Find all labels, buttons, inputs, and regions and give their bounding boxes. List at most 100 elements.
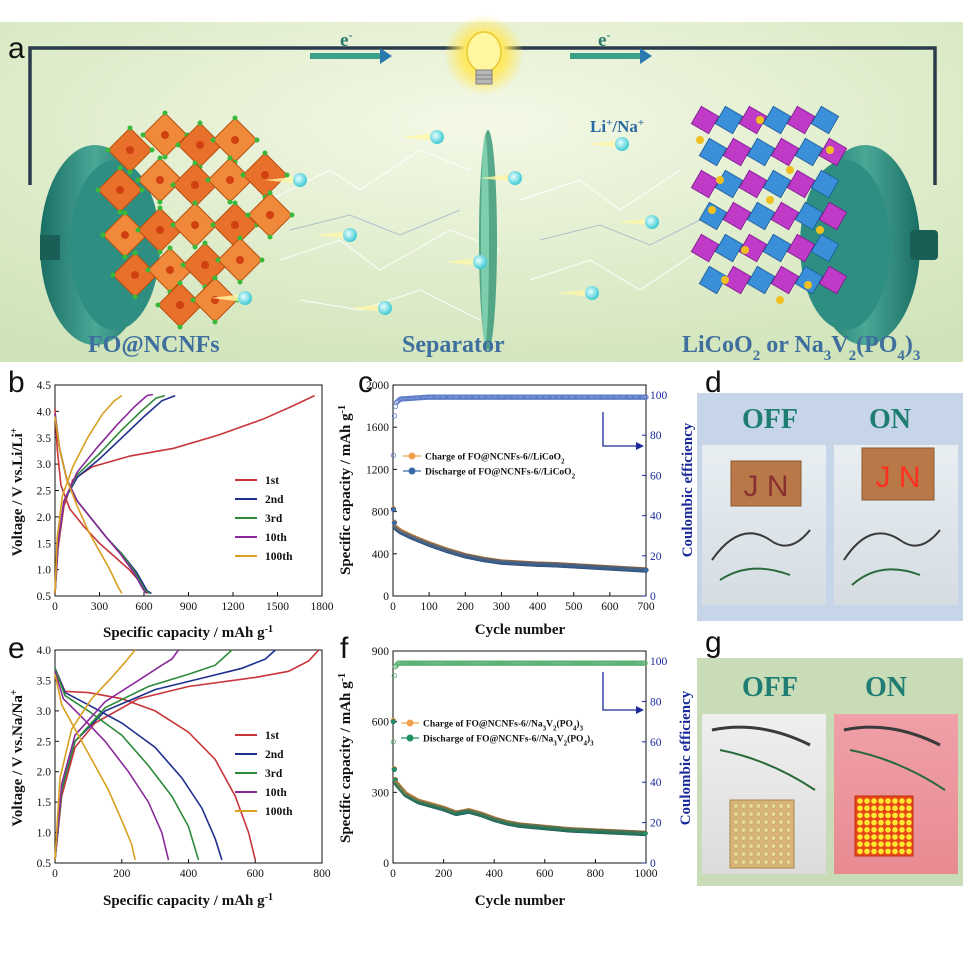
series-lines-b [54, 393, 315, 595]
anode-atom [191, 221, 199, 229]
panel-letter-e: e [8, 632, 25, 665]
cathode-tetrahedron [698, 201, 728, 231]
oxygen-atom [110, 272, 116, 278]
led-dot-off [785, 827, 792, 833]
led-dot-on [864, 819, 870, 826]
led-dot-on [892, 827, 898, 833]
oxygen-atom [135, 177, 141, 183]
y2-tick-label: 100 [650, 656, 668, 668]
led-dot-off [763, 835, 769, 841]
cathode-octahedron [690, 233, 720, 263]
oxygen-atom [145, 267, 151, 273]
led-dot-off [733, 851, 739, 857]
led-dot-on [906, 812, 912, 819]
discharge-point [390, 719, 396, 725]
discharge-point [390, 506, 396, 513]
cathode-octahedron [690, 105, 720, 135]
legend-label-2nd: 2nd [265, 494, 284, 506]
led-dot-off [778, 843, 784, 849]
legend-label-3rd: 3rd [265, 513, 283, 525]
ion-trail [445, 258, 480, 266]
cathode-crystal-structure [690, 105, 848, 304]
led-dot-on [906, 848, 912, 855]
led-dot-on [864, 841, 870, 847]
oxygen-atom [175, 142, 181, 148]
x-tick-label: 1800 [311, 601, 334, 613]
led-dot-off [740, 827, 747, 833]
legend-label-3rd: 3rd [265, 768, 283, 780]
oxygen-atom [210, 222, 216, 228]
anode-label: FO@NCNFs [88, 332, 220, 358]
led-dot-off [763, 843, 769, 849]
y-tick-label: 3.5 [37, 675, 52, 687]
x-tick-label: 0 [390, 601, 396, 613]
oxygen-atom [157, 249, 163, 255]
y-tick-label: 1.0 [37, 828, 52, 840]
led-dot-off [770, 851, 777, 857]
oxygen-atom [170, 182, 176, 188]
led-dot-off [748, 843, 754, 849]
ion-trail [587, 140, 622, 148]
anode-atom [236, 256, 244, 264]
led-dot-on [892, 819, 898, 826]
led-dot-off [755, 859, 762, 865]
led-dot-off [740, 803, 747, 809]
led-dot-on [892, 798, 898, 804]
led-dot-off [778, 827, 784, 833]
ion-trail [265, 176, 300, 184]
y-tick-label: 0 [383, 591, 389, 603]
oxygen-atom [95, 187, 101, 193]
cathode-tetrahedron [746, 265, 776, 295]
data-points-c [390, 394, 649, 573]
oxygen-atom [127, 125, 133, 131]
series-1st-charge-line [54, 649, 320, 861]
led-dot-off [785, 835, 792, 841]
cathode-tetrahedron [698, 265, 728, 295]
oxygen-atom [227, 155, 233, 161]
oxygen-atom [177, 280, 183, 286]
y-tick-label: 0 [383, 858, 389, 870]
oxygen-atom [149, 147, 155, 153]
panel-b-li-voltage-profile: b 0 300 600 900 1200 1500 1800 0.5 1.0 1.5 2.0 2.5 3… [8, 366, 334, 641]
led-dot-on [871, 798, 877, 804]
oxygen-atom [139, 187, 145, 193]
plot-frame-c [392, 384, 647, 597]
led-dot-off [740, 835, 747, 841]
panel-e-na-voltage-profile: e 0 200 400 600 8000.51.01.52.02.53.03.54.0 … [8, 632, 331, 909]
sodium-ion [696, 136, 704, 144]
oxygen-atom [205, 177, 211, 183]
cathode-octahedron [770, 137, 800, 167]
cathode-octahedron [738, 233, 768, 263]
led-dot-off [755, 827, 762, 833]
led-dot-off [778, 819, 784, 825]
led-dot-on [871, 834, 877, 840]
y-tick-label: 600 [372, 717, 390, 729]
led-dot-on [906, 841, 912, 847]
ion-trail [402, 133, 437, 141]
x-tick-label: 0 [52, 601, 58, 613]
svg-text:e-: e- [340, 28, 352, 51]
led-dot-off [785, 803, 792, 809]
cathode-octahedron [738, 105, 768, 135]
oxygen-atom [262, 150, 268, 156]
led-dot-on [885, 798, 891, 804]
anode-atom [226, 176, 234, 184]
anode-atom [266, 211, 274, 219]
led-dot-on [885, 841, 891, 847]
cathode-tetrahedron [762, 169, 792, 199]
led-dot-off [785, 819, 792, 825]
series-2nd-discharge-line [54, 667, 223, 861]
x-tick-label: 600 [247, 868, 265, 880]
oxygen-atom [215, 257, 221, 263]
cathode-label: LiCoO2 or Na3V2(PO4)3 [682, 332, 920, 364]
label-off-d: OFF [742, 404, 798, 435]
led-dot-off [740, 819, 747, 825]
cathode-tetrahedron [810, 233, 840, 263]
legend-label: Discharge of FO@NCNFs-6//Na3V2(PO4)3 [423, 734, 594, 748]
axis-ticks-b: 0 300 600 900 1200 1500 1800 0.5 1.0 1.5 2.0 2.5 3.0… [37, 380, 334, 613]
electron-arrow-right: e- [570, 28, 652, 64]
legend-label-2nd: 2nd [265, 749, 284, 761]
oxygen-atom [162, 110, 168, 116]
